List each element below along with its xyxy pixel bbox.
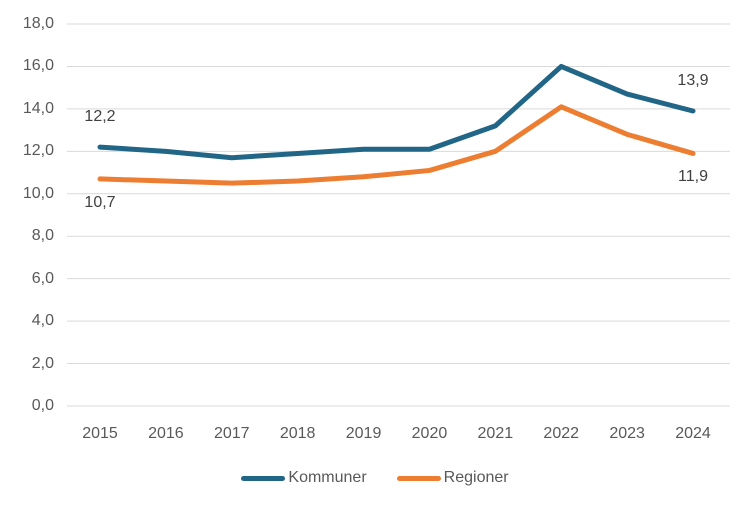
y-axis-tick-label: 6,0 [31, 269, 54, 287]
y-axis-tick-label: 0,0 [31, 397, 54, 414]
legend-label-kommuner: Kommuner [288, 469, 367, 486]
x-axis-tick-label: 2024 [675, 425, 711, 442]
data-label-kommuner: 12,2 [84, 108, 116, 126]
y-axis-tick-label: 10,0 [22, 184, 54, 202]
x-axis-tick-label: 2016 [148, 425, 184, 442]
legend: Kommuner Regioner [0, 468, 750, 488]
legend-item-kommuner: Kommuner [241, 468, 367, 488]
y-axis-tick-label: 18,0 [22, 15, 54, 32]
x-axis-tick-label: 2023 [609, 425, 645, 442]
series-line-regioner [97, 104, 696, 186]
x-axis-tick-label: 2015 [82, 425, 118, 442]
x-axis-tick-label: 2020 [411, 425, 448, 442]
x-axis-tick-label: 2019 [345, 425, 382, 442]
data-label-regioner: 10,7 [84, 193, 116, 211]
y-axis-tick-label: 16,0 [22, 57, 54, 75]
legend-marker-kommuner [241, 475, 286, 481]
legend-marker-regioner [396, 475, 441, 481]
data-label-kommuner: 13,9 [677, 72, 709, 89]
x-axis-tick-label: 2018 [279, 425, 316, 442]
y-axis-tick-label: 12,0 [22, 142, 54, 160]
series-line-kommuner [97, 63, 696, 161]
legend-label-regioner: Regioner [443, 469, 509, 486]
x-axis-tick-label: 2022 [543, 425, 580, 442]
y-axis-tick-label: 14,0 [22, 99, 54, 117]
y-axis-tick-label: 2,0 [31, 354, 54, 372]
data-label-regioner: 11,9 [678, 168, 708, 186]
x-axis-tick-label: 2021 [477, 425, 514, 442]
x-axis-tick-label: 2017 [213, 425, 250, 442]
y-axis-tick-label: 8,0 [31, 227, 54, 245]
legend-item-regioner: Regioner [396, 468, 509, 488]
y-axis-tick-label: 4,0 [31, 312, 54, 330]
